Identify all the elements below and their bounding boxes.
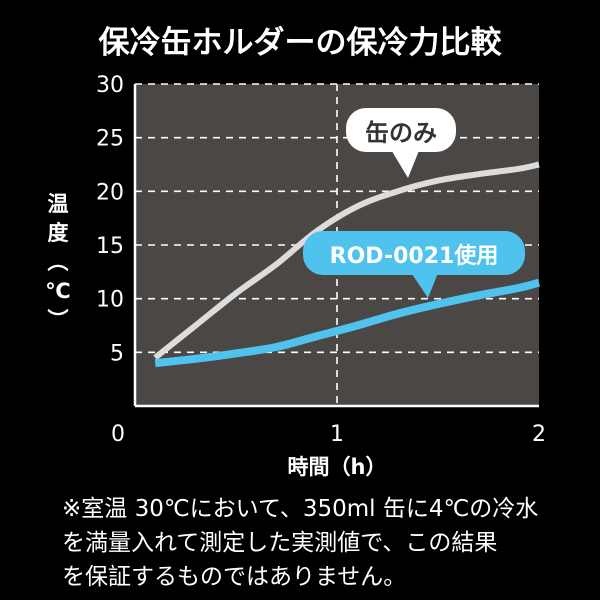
y-axis-label-char-1: 温 [48,192,69,216]
y-tick-label-5: 5 [110,341,124,366]
callout-1-bubble [346,108,456,152]
y-tick-label-30: 30 [96,73,124,98]
series-line-2 [154,278,541,368]
callout-1-label: 缶のみ [365,119,437,147]
footnote-line-1: ※室温 30℃において、350ml 缶に4℃の冷水 [62,496,539,522]
x-tick-label-1: 1 [330,422,344,447]
callouts: 缶のみ ROD-0021使用 [303,108,525,298]
callout-2-pointer [408,268,440,298]
y-axis-label-char-4: ℃ [45,279,70,303]
y-tick-label-25: 25 [96,127,124,152]
y-tick-label-20: 20 [96,180,124,205]
x-axis-label: 時間（h） [288,455,387,479]
chart-title: 保冷缶ホルダーの保冷力比較 [99,25,503,61]
y-axis-label-char-3: （ [45,251,69,272]
series-layer [153,161,541,368]
x-tick-label-2: 2 [532,422,546,447]
footnote-line-3: を保証するものではありません。 [62,564,407,590]
series-line-1 [153,161,540,361]
y-axis-label: 温度 （ ℃ ） [45,192,71,330]
callout-1-pointer [390,148,420,178]
axes [133,84,539,408]
y-tick-label-15: 15 [96,234,124,259]
footnote-line-2: を満量入れて測定した実測値で、この結果 [62,530,498,556]
callout-2-bubble [303,231,525,275]
tick-labels: 5 10 15 20 25 30 0 1 2 [96,73,546,447]
callout-2-label: ROD-0021使用 [330,244,499,269]
y-axis-label-char-2: 度 [48,221,69,245]
y-tick-label-10: 10 [96,288,124,313]
x-tick-label-0: 0 [111,422,125,447]
y-axis-label-char-5: ） [45,309,69,330]
